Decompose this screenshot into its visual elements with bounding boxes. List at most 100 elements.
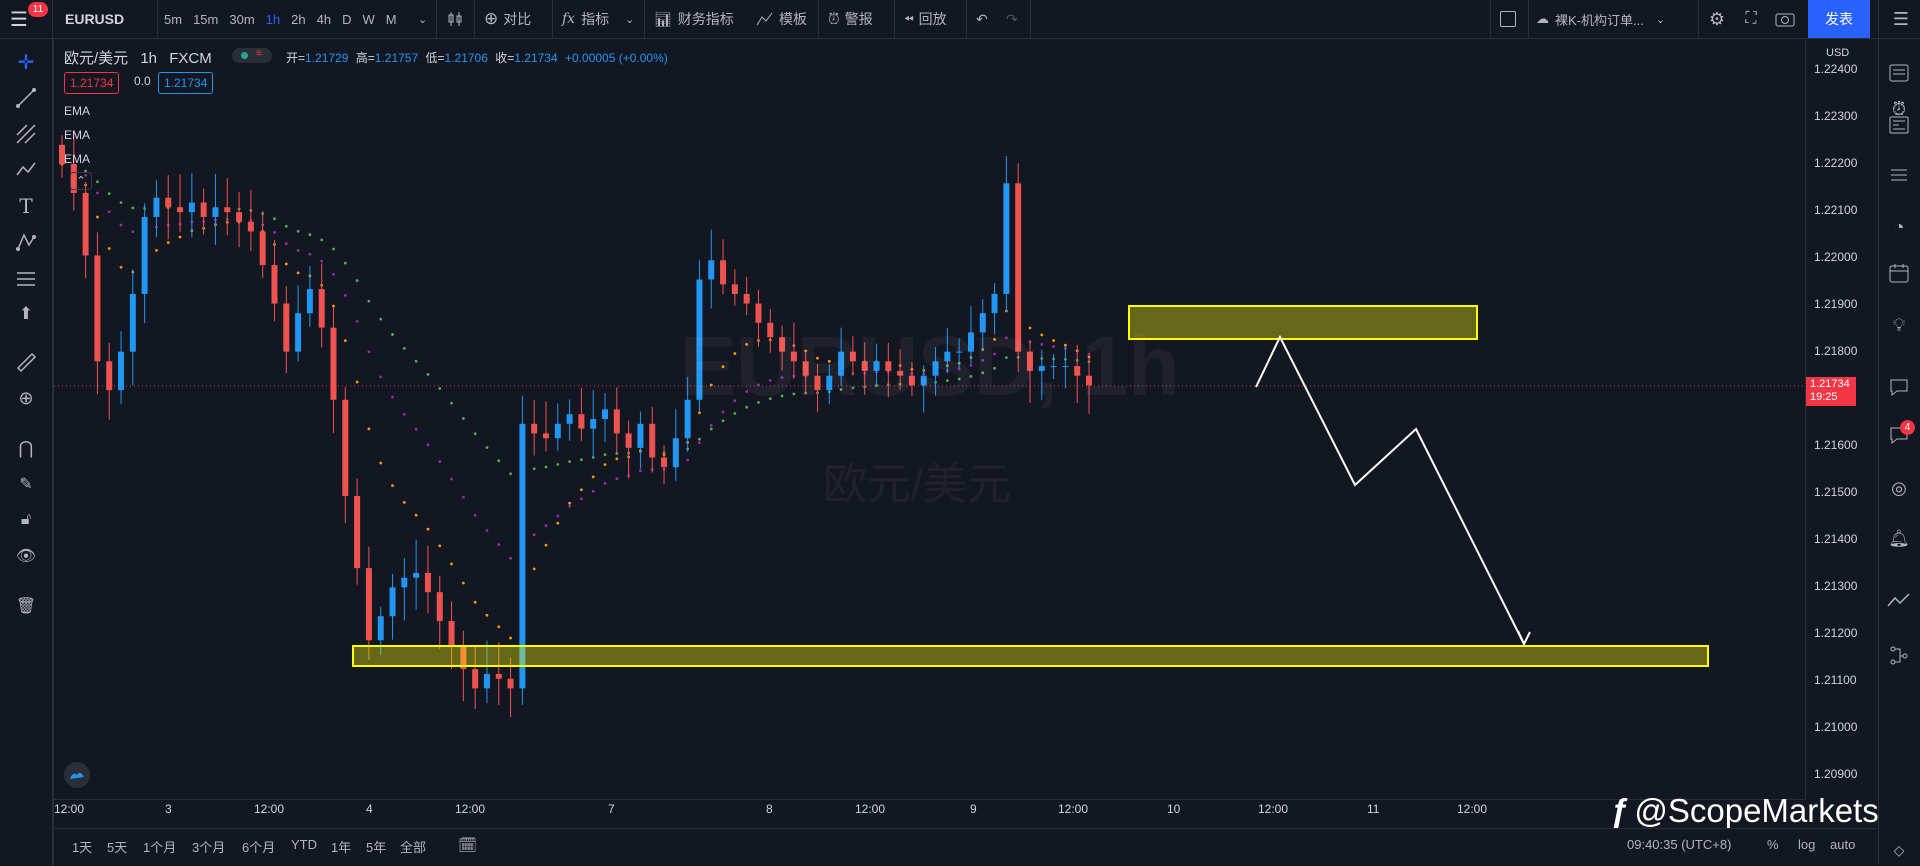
path-tool[interactable] [12, 228, 40, 256]
replay-button[interactable]: ⏪︎ 回放 [904, 0, 947, 38]
interval-4h[interactable]: 4h [316, 11, 332, 27]
ema-point [745, 342, 749, 346]
interval-W[interactable]: W [362, 11, 375, 27]
range-button[interactable]: YTD [291, 837, 317, 852]
hide-drawings-tool[interactable]: 👁︎ [12, 542, 40, 570]
time-tick-label: 12:00 [54, 802, 85, 816]
interval-15m[interactable]: 15m [193, 11, 219, 27]
collapse-legend-button[interactable]: ⌃ [70, 172, 92, 190]
resistance-zone[interactable] [1128, 305, 1478, 340]
calendar-button[interactable] [1884, 258, 1914, 288]
market-open-dot [241, 52, 248, 59]
compare-button[interactable]: ⊕ 对比 [484, 0, 531, 38]
pattern-tool[interactable] [12, 156, 40, 184]
streams-button[interactable]: ◎ [1884, 473, 1914, 503]
magnet-tool[interactable]: ⋂ [12, 434, 40, 462]
tradingview-logo[interactable] [64, 762, 90, 788]
percent-toggle[interactable]: % [1767, 837, 1779, 852]
collapse-panel-button[interactable]: ◇ [1884, 835, 1914, 865]
support-zone[interactable] [352, 645, 1709, 667]
snapshot-button[interactable] [1770, 0, 1800, 38]
crosshair-tool[interactable]: ✛ [12, 48, 40, 76]
auto-toggle[interactable]: auto [1830, 837, 1856, 852]
buy-button[interactable]: 1.21734 [158, 72, 214, 94]
arrow-up-icon: ⬆︎ [18, 304, 34, 323]
interval-D[interactable]: D [342, 11, 352, 27]
trend-line-tool[interactable] [12, 84, 40, 112]
layout-selector[interactable]: ☁︎ 裸K-机构订单... ⌄ [1536, 0, 1665, 38]
candle-body [531, 423, 538, 434]
messages-badge: 4 [1900, 420, 1915, 435]
fullscreen-layout-button[interactable] [1500, 0, 1516, 38]
price-chart[interactable] [54, 39, 1805, 799]
range-button[interactable]: 1个月 [143, 840, 177, 855]
indicator-ema-1[interactable]: EMA [64, 104, 91, 118]
interval-dropdown-icon[interactable]: ⌄ [418, 13, 428, 26]
symbol-search-button[interactable]: EURUSD [65, 11, 125, 27]
candle-body [472, 669, 479, 689]
data-window-button[interactable] [1884, 161, 1914, 191]
close-label: 收= [495, 51, 515, 65]
financials-button[interactable]: 📊︎ 财务指标 [654, 0, 734, 38]
ema-point [414, 427, 418, 431]
projection-arrow[interactable] [1255, 334, 1525, 645]
chat-button[interactable] [1884, 372, 1914, 402]
publish-button[interactable]: 发表 [1808, 0, 1870, 38]
range-button[interactable]: 全部 [400, 840, 427, 855]
candle-body [672, 438, 679, 468]
goto-date-button[interactable]: 🗓︎ [458, 836, 477, 854]
interval-1h[interactable]: 1h [265, 11, 281, 27]
settings-button[interactable]: ⚙︎ [1702, 0, 1732, 38]
news-widget-button[interactable] [1884, 110, 1914, 140]
alert-button[interactable]: ⏰︎ 警报 [828, 0, 873, 38]
log-toggle[interactable]: log [1798, 837, 1816, 852]
text-tool[interactable]: T [12, 192, 40, 220]
ruler-tool[interactable] [12, 348, 40, 376]
range-button[interactable]: 6个月 [242, 840, 276, 855]
price-axis[interactable]: USD [1805, 39, 1878, 799]
indicator-ema-3[interactable]: EMA [64, 152, 91, 166]
menu-button[interactable]: ☰ [10, 0, 28, 38]
drawing-mode-tool[interactable]: ✎ [12, 470, 40, 498]
alerts-widget-button[interactable]: ⏰︎ [1884, 94, 1914, 124]
ema-point [957, 367, 961, 371]
ema-point [993, 366, 996, 370]
candle-body [602, 409, 609, 419]
interval-30m[interactable]: 30m [229, 11, 255, 27]
range-button[interactable]: 3个月 [192, 840, 226, 855]
watchlist-widget-button[interactable] [1884, 58, 1914, 88]
interval-M[interactable]: M [385, 11, 397, 27]
candle-body [188, 202, 195, 213]
templates-button[interactable]: 模板 [756, 0, 807, 38]
range-button[interactable]: 5天 [107, 840, 128, 855]
range-button[interactable]: 5年 [366, 840, 387, 855]
range-button[interactable]: 1天 [72, 840, 93, 855]
candle-body [436, 592, 443, 622]
undo-button[interactable]: ↶ [976, 0, 988, 38]
arrow-tool[interactable]: ⬆︎ [12, 300, 40, 328]
sell-button[interactable]: 1.21734 [64, 72, 120, 94]
object-tree-button[interactable] [1884, 640, 1914, 670]
remove-drawings-tool[interactable]: 🗑︎ [12, 592, 40, 620]
ema-point [969, 363, 973, 367]
measure-lines-tool[interactable] [12, 264, 40, 292]
indicator-ema-2[interactable]: EMA [64, 128, 91, 142]
ema-point [320, 238, 324, 242]
lock-drawings-tool[interactable]: 🔓︎ [12, 506, 40, 534]
interval-2h[interactable]: 2h [291, 11, 306, 27]
ideas-button[interactable]: 💡︎ [1884, 310, 1914, 340]
hotlist-button[interactable]: ◔ [1884, 212, 1914, 242]
chart-type-button[interactable] [446, 0, 464, 38]
ema-point [709, 383, 713, 387]
candle-body [306, 289, 313, 314]
indicators-button[interactable]: fx 指标 ⌄ [562, 0, 634, 38]
interval-5m[interactable]: 5m [164, 11, 183, 27]
range-button[interactable]: 1年 [331, 840, 352, 855]
fib-tool[interactable] [12, 120, 40, 148]
zoom-tool[interactable]: ⊕ [12, 384, 40, 412]
trading-panel-button[interactable] [1884, 586, 1914, 616]
redo-button[interactable]: ↷ [1006, 0, 1018, 38]
fullscreen-button[interactable]: ⛶ [1736, 0, 1766, 38]
notifications-button[interactable]: 🔔︎ [1884, 524, 1914, 554]
watchlist-button[interactable]: ☰ [1886, 0, 1916, 38]
